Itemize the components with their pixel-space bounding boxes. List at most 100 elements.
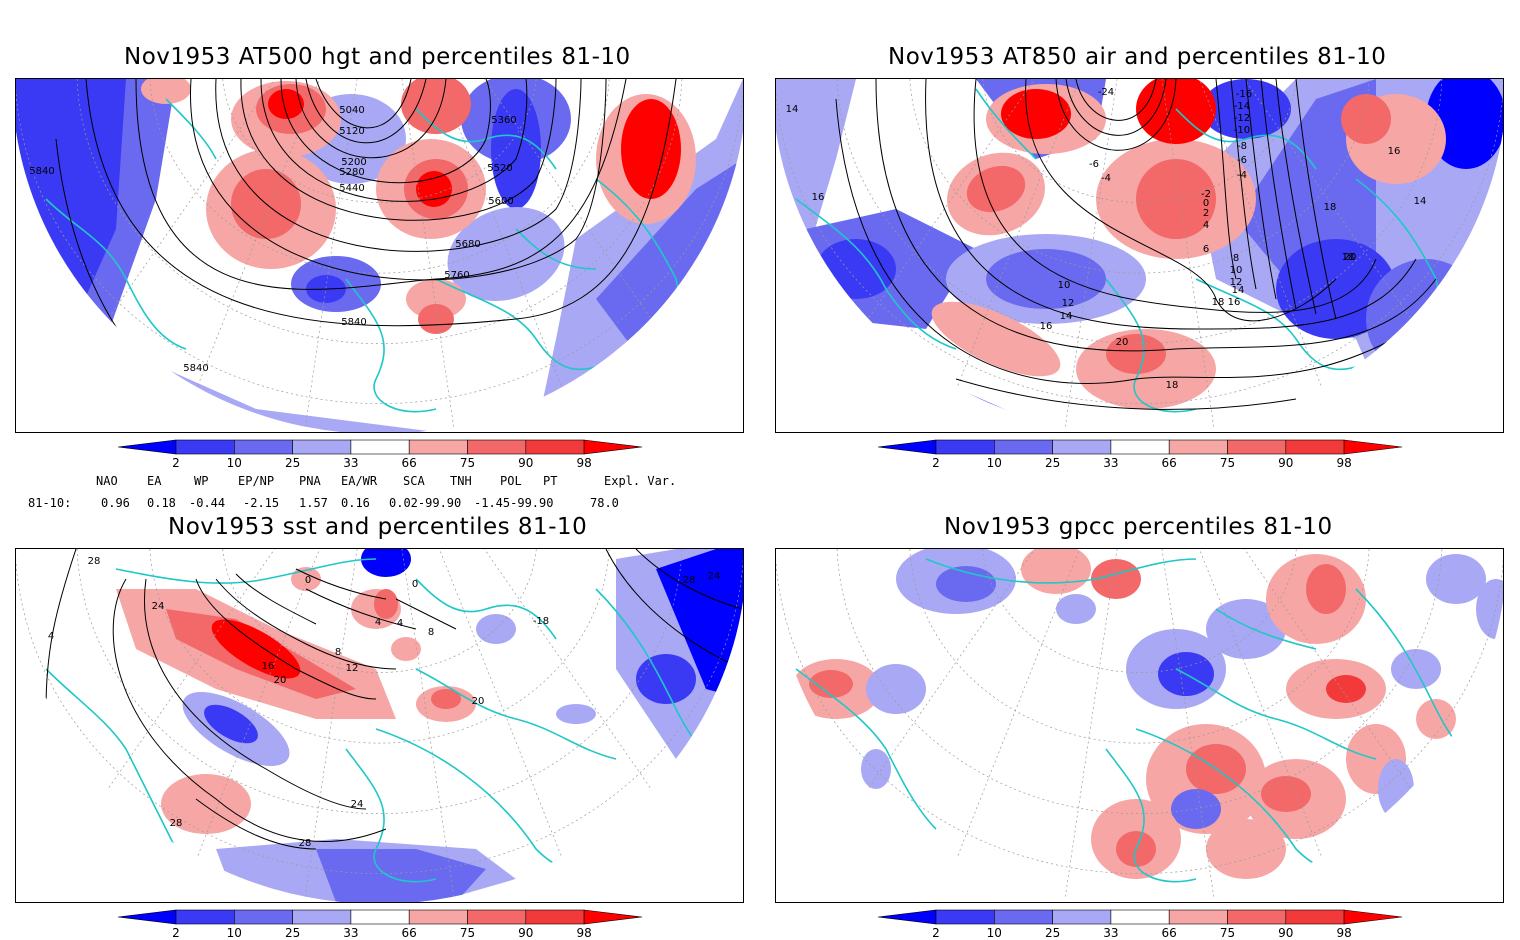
colorbar-tick-label: 66: [1162, 926, 1177, 940]
contour-label: -18: [533, 616, 549, 627]
colorbar-tick-label: 10: [227, 926, 242, 940]
shade-red: [416, 171, 452, 207]
index-header-epnp: EP/NP: [238, 474, 275, 488]
latitude-circle: [836, 549, 1443, 815]
shade-red: [1001, 89, 1071, 139]
colorbar-air850: 2 10 25 33 66 75 90 98: [877, 439, 1404, 470]
contour-label: 18: [1166, 380, 1179, 391]
contour-label: 8: [335, 647, 341, 658]
latitude-circle: [149, 79, 610, 274]
contour-label: 16: [262, 661, 275, 672]
contour-label: -12: [1234, 113, 1250, 124]
latitude-circle: [76, 79, 683, 345]
latitude-circle: [836, 79, 1443, 345]
contour-line: [305, 79, 427, 144]
colorbar-segment: [1052, 439, 1112, 455]
graticule: [16, 549, 743, 902]
latitude-circle: [776, 86, 1503, 405]
coastline: [925, 558, 1197, 584]
colorbar-segment: [1227, 909, 1287, 925]
contour-label: -24: [1098, 87, 1114, 98]
contour-line: [1215, 79, 1237, 280]
colorbar-tick-label: 33: [343, 926, 358, 940]
index-value-eawr: 0.16: [341, 496, 370, 510]
contour-label: 5040: [339, 105, 364, 116]
colorbar-segment: [994, 909, 1053, 925]
shade-blue: [1056, 594, 1096, 624]
contour-label: -4: [1237, 170, 1247, 181]
colorbar-tick-label: 10: [987, 456, 1002, 470]
shade-blue: [1201, 79, 1291, 139]
meridian-line: [939, 549, 1080, 902]
contour-line: [605, 549, 743, 670]
colorbar-segment: [292, 439, 352, 455]
shade-red: [1091, 559, 1141, 599]
contour-line: [1260, 79, 1297, 310]
colorbar-segment: [350, 439, 410, 455]
meridian-line: [179, 79, 320, 432]
contour-label: 24: [152, 601, 165, 612]
contour-line: [135, 79, 627, 290]
contour-label: 5840: [183, 363, 208, 374]
contour-line: [305, 588, 417, 630]
meridian-line: [439, 549, 580, 902]
colorbar-segment: [234, 909, 293, 925]
shade-red: [391, 637, 421, 661]
colorbar-arrow-high: [1343, 909, 1403, 925]
contour-label: 24: [351, 799, 364, 810]
contour-label: -10: [1234, 125, 1250, 136]
shade-blue: [491, 89, 541, 209]
index-header-explvar: Expl. Var.: [604, 474, 677, 488]
contour-label: 4: [397, 618, 403, 629]
contour-line: [1275, 79, 1317, 315]
contours: [835, 79, 1477, 410]
latitude-circle: [909, 79, 1370, 274]
contour-label: 5200: [341, 157, 366, 168]
colorbar-arrow-high: [1343, 439, 1403, 455]
colorbar-tick-label: 2: [932, 926, 940, 940]
contour-label: 12: [346, 663, 359, 674]
contour-label: 8: [1233, 253, 1239, 264]
colorbar-segment: [525, 439, 585, 455]
contour-line: [1230, 79, 1257, 290]
shade-red: [1341, 94, 1391, 144]
index-header-pt: PT: [543, 474, 558, 488]
colorbar-tick-label: 98: [576, 456, 591, 470]
contour-line: [45, 549, 77, 710]
map-hgt500: 5040 5120 5200 5280 5360 5440 5520 5600 5680 5760…: [15, 78, 744, 433]
shade-blue: [636, 654, 696, 704]
colorbar-tick-label: 2: [932, 456, 940, 470]
coastline: [345, 748, 437, 883]
map-sst: 28 24 0 0 4 4 8 8 12 16 20 20 24 28 28 28 24 4 -18: [15, 548, 744, 903]
shade-blue: [316, 849, 486, 902]
contour-line: [1055, 79, 1177, 151]
index-value-epnp: -2.15: [243, 496, 280, 510]
index-header-ea: EA: [147, 474, 162, 488]
contour-label: 2: [1203, 208, 1209, 219]
colorbar-tick-label: 75: [460, 456, 475, 470]
contour-label: 20: [1116, 337, 1129, 348]
contour-label: 6: [1203, 244, 1209, 255]
colorbar-arrow-high: [583, 909, 643, 925]
meridian-line: [179, 549, 320, 902]
map-canvas-air850: -24 -16-14-12-10-8-6-4-202468101012121414…: [776, 79, 1503, 432]
colorbar-tick-label: 66: [1162, 456, 1177, 470]
index-value-explvar: 78.0: [590, 496, 619, 510]
latitude-circle: [776, 556, 1503, 875]
coastline: [1175, 108, 1317, 170]
panel-title-gpcc: Nov1953 gpcc percentiles 81-10: [944, 514, 1333, 540]
contour-line: [280, 79, 491, 184]
contour-label: 4: [1203, 220, 1209, 231]
contour-line: [295, 568, 387, 600]
latitude-circle: [909, 549, 1370, 744]
latitude-circle: [149, 549, 610, 744]
map-outside-mask: [776, 600, 1503, 902]
contour-label: -2: [1201, 189, 1211, 200]
contour-line: [1065, 79, 1167, 136]
contour-label: -6: [1089, 159, 1099, 170]
shade-red: [291, 567, 321, 591]
contour-label: 5680: [455, 239, 480, 250]
coastline: [45, 198, 187, 350]
colorbar-segment: [1168, 439, 1228, 455]
colorbar-tick-label: 25: [1045, 926, 1060, 940]
